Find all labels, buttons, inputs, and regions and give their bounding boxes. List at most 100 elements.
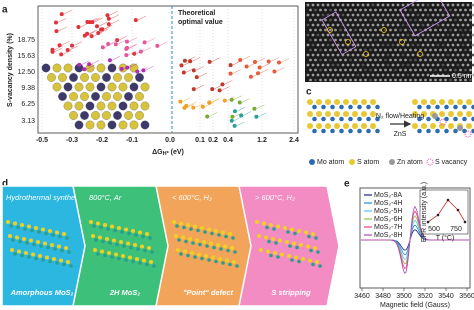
- micro-dot: [454, 68, 457, 72]
- micro-dot: [334, 28, 337, 32]
- micro-dot: [409, 58, 412, 62]
- micro-dot: [381, 73, 385, 77]
- atom: [63, 101, 73, 111]
- s-atom: [448, 123, 454, 129]
- micro-dot: [406, 33, 410, 37]
- micro-dot: [374, 8, 377, 12]
- micro-dot: [466, 13, 470, 17]
- y-tick-label: 18.75: [17, 37, 35, 44]
- micro-dot: [391, 43, 395, 47]
- step-atom: [211, 255, 215, 260]
- micro-dot: [356, 53, 360, 57]
- step-atom: [117, 226, 121, 230]
- annotation: Theoretical: [178, 10, 215, 17]
- mo-atom: [330, 116, 335, 122]
- micro-dot: [389, 18, 392, 22]
- micro-dot: [444, 68, 447, 72]
- micro-dot: [411, 43, 415, 47]
- s-atom: [307, 111, 313, 117]
- micro-dot: [324, 78, 327, 82]
- micro-dot: [461, 13, 465, 17]
- micro-dot: [316, 63, 320, 67]
- step-atom: [27, 255, 31, 259]
- micro-dot: [331, 53, 335, 57]
- step-atom: [198, 242, 202, 247]
- point-tick: [123, 64, 132, 70]
- micro-dot: [434, 78, 437, 82]
- micro-dot: [459, 48, 462, 52]
- micro-dot: [436, 43, 440, 47]
- step-atom: [297, 259, 301, 264]
- micro-dot: [374, 38, 377, 42]
- micro-dot: [434, 48, 437, 52]
- micro-dot: [324, 58, 327, 62]
- micro-dot: [366, 43, 370, 47]
- micro-dot: [441, 53, 445, 57]
- micro-dot: [366, 33, 370, 37]
- step-atom: [265, 225, 269, 230]
- micro-dot: [349, 28, 352, 32]
- micro-dot: [376, 13, 380, 17]
- step-atom: [273, 251, 277, 255]
- point: [96, 30, 101, 35]
- micro-dot: [451, 63, 455, 67]
- micro-dot: [431, 33, 435, 37]
- step-atom: [221, 230, 225, 235]
- point: [248, 74, 253, 79]
- step-atom: [271, 237, 275, 241]
- micro-dot: [361, 13, 365, 17]
- step-atom: [318, 264, 322, 268]
- x-tick-label: 0.1: [195, 137, 205, 144]
- micro-dot: [356, 33, 360, 37]
- atom: [140, 101, 150, 111]
- x-tick-label: 0.4: [223, 137, 233, 144]
- point: [194, 75, 199, 80]
- micro-dot: [356, 3, 360, 7]
- step-atom: [218, 257, 222, 261]
- micro-dot: [364, 18, 367, 22]
- point-tick: [192, 57, 201, 62]
- micro-dot: [361, 73, 365, 77]
- micro-dot: [351, 33, 355, 37]
- micro-dot: [391, 13, 395, 17]
- point: [229, 97, 234, 102]
- micro-dot: [351, 73, 355, 77]
- point: [182, 58, 187, 63]
- atom: [69, 92, 78, 101]
- step-atom: [174, 234, 178, 238]
- micro-dot: [451, 23, 455, 27]
- step-atom: [15, 235, 19, 240]
- s-atom: [457, 111, 463, 117]
- micro-dot: [384, 68, 387, 72]
- micro-dot: [336, 43, 340, 47]
- micro-dot: [321, 3, 325, 7]
- step-atom: [31, 252, 35, 257]
- step-atom: [11, 238, 15, 242]
- s-atom: [307, 123, 313, 129]
- atom: [74, 120, 84, 130]
- micro-dot: [309, 68, 312, 72]
- legend-label: MoS₂-8A: [374, 192, 402, 199]
- micro-dot: [429, 78, 432, 82]
- micro-dot: [329, 68, 332, 72]
- micro-dot: [394, 28, 397, 32]
- point-tick: [100, 28, 109, 34]
- point-tick: [195, 66, 204, 71]
- micro-dot: [461, 43, 465, 47]
- micro-dot: [419, 8, 422, 12]
- atom: [80, 92, 89, 101]
- atom: [96, 120, 106, 130]
- mo-atom: [471, 104, 474, 110]
- micro-dot: [326, 53, 330, 57]
- mo-atom: [426, 116, 431, 122]
- micro-dot: [371, 53, 375, 57]
- micro-dot: [371, 63, 375, 67]
- micro-dot: [416, 43, 420, 47]
- micro-dot: [364, 68, 367, 72]
- y-tick-label: 12.50: [17, 69, 35, 76]
- micro-dot: [336, 63, 340, 67]
- point: [205, 114, 210, 119]
- micro-dot: [399, 18, 402, 22]
- x-tick-label: 3460: [354, 293, 370, 300]
